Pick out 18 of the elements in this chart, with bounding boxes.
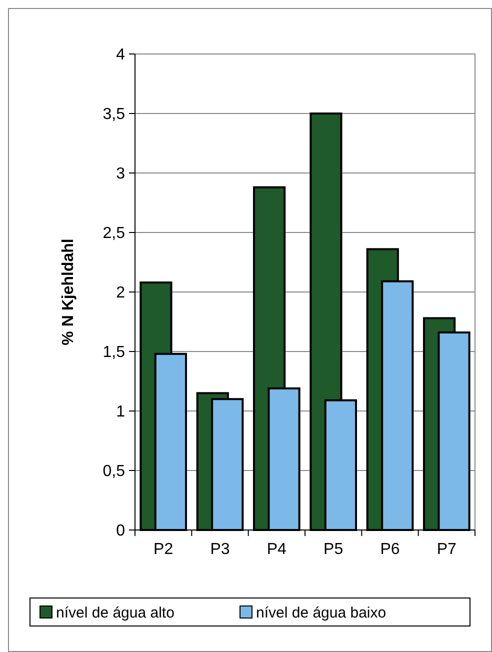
y-tick-label: 0,5	[102, 463, 126, 480]
x-tick-label: P7	[436, 541, 457, 558]
y-tick-label: 2	[116, 284, 126, 302]
x-tick-label: P4	[266, 541, 287, 558]
y-tick-label: 4	[116, 46, 126, 64]
y-tick-label: 1	[116, 404, 126, 421]
y-tick-label: 1,5	[102, 344, 126, 362]
x-tick-label: P5	[324, 541, 344, 558]
legend-label: nível de água baixo	[256, 604, 386, 622]
x-tick-label: P6	[380, 541, 400, 558]
x-tick-label: P2	[154, 541, 174, 558]
y-axis-title: % N Kjehldahl	[60, 238, 77, 346]
legend-label: nível de água alto	[56, 604, 174, 622]
y-tick-label: 3	[116, 166, 126, 183]
y-tick-label: 0	[116, 522, 126, 540]
y-tick-label: 3,5	[102, 106, 126, 124]
x-tick-label: P3	[210, 541, 230, 558]
y-tick-label: 2,5	[102, 225, 126, 242]
